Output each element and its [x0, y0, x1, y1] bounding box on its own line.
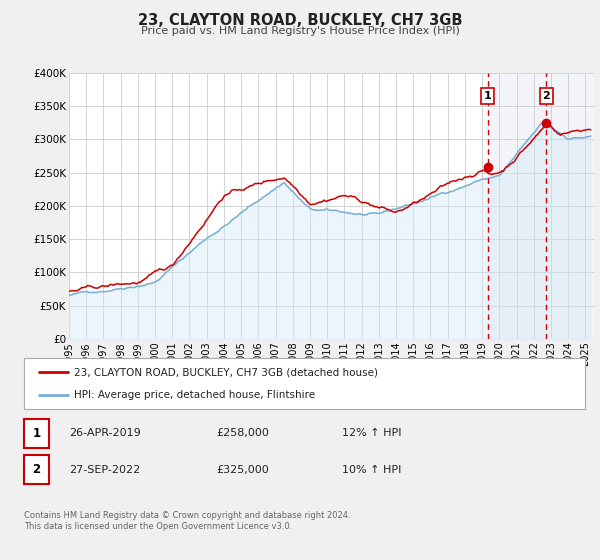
Text: 2: 2	[32, 463, 41, 477]
Text: HPI: Average price, detached house, Flintshire: HPI: Average price, detached house, Flin…	[74, 390, 316, 400]
Bar	[488, 73, 594, 339]
Text: 1: 1	[32, 427, 41, 440]
Text: Contains HM Land Registry data © Crown copyright and database right 2024.: Contains HM Land Registry data © Crown c…	[24, 511, 350, 520]
Text: £258,000: £258,000	[216, 428, 269, 438]
Text: 23, CLAYTON ROAD, BUCKLEY, CH7 3GB: 23, CLAYTON ROAD, BUCKLEY, CH7 3GB	[138, 13, 462, 27]
Text: 1: 1	[484, 91, 491, 101]
Text: 10% ↑ HPI: 10% ↑ HPI	[342, 465, 401, 475]
Text: 27-SEP-2022: 27-SEP-2022	[69, 465, 140, 475]
Text: 26-APR-2019: 26-APR-2019	[69, 428, 141, 438]
Text: This data is licensed under the Open Government Licence v3.0.: This data is licensed under the Open Gov…	[24, 522, 292, 531]
Text: 12% ↑ HPI: 12% ↑ HPI	[342, 428, 401, 438]
Text: Price paid vs. HM Land Registry's House Price Index (HPI): Price paid vs. HM Land Registry's House …	[140, 26, 460, 36]
Text: 2: 2	[542, 91, 550, 101]
Text: £325,000: £325,000	[216, 465, 269, 475]
Text: 23, CLAYTON ROAD, BUCKLEY, CH7 3GB (detached house): 23, CLAYTON ROAD, BUCKLEY, CH7 3GB (deta…	[74, 367, 379, 377]
